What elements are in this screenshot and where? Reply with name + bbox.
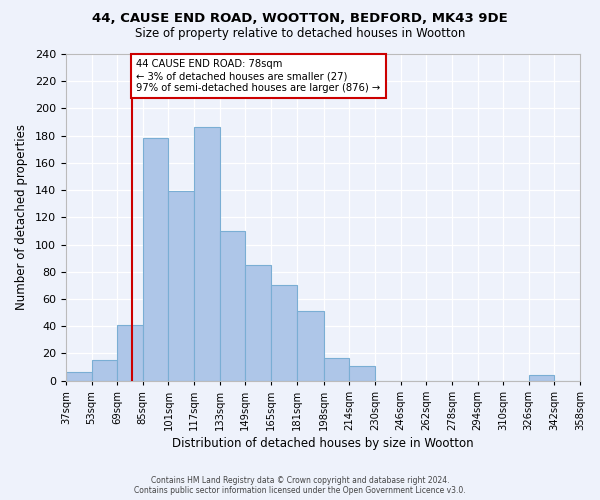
Text: 44, CAUSE END ROAD, WOOTTON, BEDFORD, MK43 9DE: 44, CAUSE END ROAD, WOOTTON, BEDFORD, MK…	[92, 12, 508, 26]
Text: Size of property relative to detached houses in Wootton: Size of property relative to detached ho…	[135, 28, 465, 40]
Bar	[92, 360, 117, 380]
Bar	[169, 192, 194, 380]
Text: Contains HM Land Registry data © Crown copyright and database right 2024.
Contai: Contains HM Land Registry data © Crown c…	[134, 476, 466, 495]
Y-axis label: Number of detached properties: Number of detached properties	[15, 124, 28, 310]
Bar	[296, 311, 324, 380]
Bar	[66, 372, 92, 380]
Bar	[220, 231, 245, 380]
Bar	[194, 128, 220, 380]
Bar	[324, 358, 349, 380]
Bar	[349, 366, 375, 380]
Bar	[529, 375, 554, 380]
Text: 44 CAUSE END ROAD: 78sqm
← 3% of detached houses are smaller (27)
97% of semi-de: 44 CAUSE END ROAD: 78sqm ← 3% of detache…	[136, 60, 380, 92]
X-axis label: Distribution of detached houses by size in Wootton: Distribution of detached houses by size …	[172, 437, 474, 450]
Bar	[271, 286, 296, 380]
Bar	[117, 325, 143, 380]
Bar	[245, 265, 271, 380]
Bar	[143, 138, 169, 380]
